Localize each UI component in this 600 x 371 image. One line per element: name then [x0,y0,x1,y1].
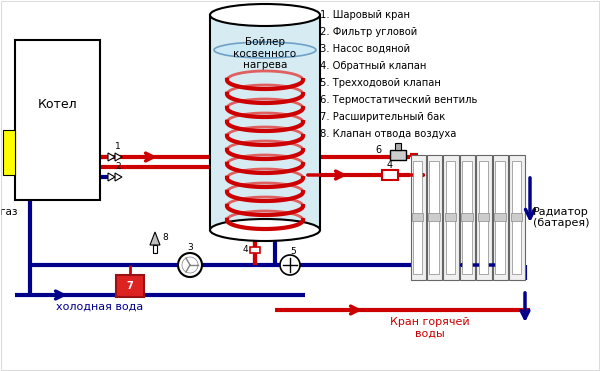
Bar [446,161,455,274]
Text: 7. Расширительный бак: 7. Расширительный бак [320,112,445,122]
Bar [430,161,439,274]
Text: газ: газ [0,207,18,217]
Bar [509,155,524,280]
Ellipse shape [210,4,320,26]
Text: холодная вода: холодная вода [56,302,143,312]
Bar [462,161,472,274]
Ellipse shape [210,219,320,241]
Polygon shape [108,153,115,161]
Bar [250,247,260,253]
Bar [395,143,401,150]
Bar [211,16,319,229]
Text: 3. Насос водяной: 3. Насос водяной [320,44,410,54]
Bar [512,161,521,274]
Text: Бойлер
косвенного
нагрева: Бойлер косвенного нагрева [233,37,296,70]
Bar [413,161,422,274]
Text: 6: 6 [375,145,381,155]
Bar [3,130,15,175]
Polygon shape [115,153,122,161]
Text: Кран горячей
воды: Кран горячей воды [390,317,470,339]
Text: 5. Трехходовой клапан: 5. Трехходовой клапан [320,78,441,88]
Polygon shape [115,173,122,181]
Bar [445,213,456,221]
Bar [476,155,491,280]
Bar [428,213,440,221]
Bar [461,213,473,221]
Bar [412,213,424,221]
Text: Котел: Котел [38,98,77,111]
Text: 3: 3 [187,243,193,252]
Circle shape [280,255,300,275]
Text: 6. Термостатический вентиль: 6. Термостатический вентиль [320,95,478,105]
Polygon shape [150,232,160,245]
Bar [478,213,489,221]
Ellipse shape [214,42,316,58]
Text: 2: 2 [115,162,121,171]
Bar [495,161,505,274]
Bar [153,245,157,253]
Bar [210,15,320,230]
Bar [211,16,319,229]
Polygon shape [108,173,115,181]
Bar [427,155,442,280]
Bar [410,155,426,280]
Bar [479,161,488,274]
Bar [116,275,144,297]
Text: 4: 4 [387,160,393,170]
Text: Радиатор
(батарея): Радиатор (батарея) [533,207,589,228]
Bar [390,150,406,160]
Bar [511,213,522,221]
Bar [493,155,508,280]
Bar [443,155,459,280]
Circle shape [178,253,202,277]
Text: 8: 8 [162,233,168,243]
Text: 7: 7 [127,281,133,291]
Bar [494,213,506,221]
Text: 1. Шаровый кран: 1. Шаровый кран [320,10,410,20]
Text: 1: 1 [115,142,121,151]
Bar [382,170,398,180]
Text: 4: 4 [242,246,248,255]
Text: 5: 5 [290,246,296,256]
Bar [460,155,475,280]
Text: 4. Обратный клапан: 4. Обратный клапан [320,61,427,71]
Text: 8. Клапан отвода воздуха: 8. Клапан отвода воздуха [320,129,457,139]
Bar [15,40,100,200]
Text: 2. Фильтр угловой: 2. Фильтр угловой [320,27,417,37]
